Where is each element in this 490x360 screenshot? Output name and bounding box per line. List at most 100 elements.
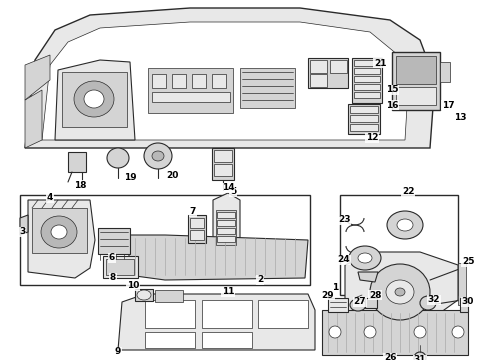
Text: 27: 27 — [354, 297, 367, 306]
Bar — [103, 256, 138, 278]
Bar — [214, 150, 232, 162]
Bar — [212, 74, 226, 88]
Bar — [190, 218, 204, 228]
Bar — [135, 289, 153, 301]
Bar — [106, 259, 134, 275]
Bar — [440, 62, 450, 82]
Ellipse shape — [364, 326, 376, 338]
Bar — [354, 84, 380, 90]
Ellipse shape — [51, 225, 67, 239]
Ellipse shape — [144, 143, 172, 169]
Text: 18: 18 — [74, 180, 86, 189]
Ellipse shape — [414, 326, 426, 338]
Bar — [310, 74, 327, 87]
Bar — [458, 263, 466, 305]
Text: 6: 6 — [109, 253, 115, 262]
Polygon shape — [345, 252, 458, 328]
Bar — [68, 152, 86, 172]
Polygon shape — [55, 60, 135, 140]
Text: 17: 17 — [441, 100, 454, 109]
Text: 31: 31 — [414, 356, 426, 360]
Polygon shape — [322, 310, 468, 355]
Bar — [145, 300, 195, 328]
Text: 19: 19 — [123, 174, 136, 183]
Text: 16: 16 — [386, 100, 398, 109]
Bar — [145, 332, 195, 348]
Bar — [396, 87, 436, 105]
Bar — [214, 164, 232, 176]
Ellipse shape — [395, 288, 405, 296]
Ellipse shape — [350, 299, 366, 311]
Bar — [217, 212, 235, 218]
Text: 32: 32 — [428, 296, 440, 305]
Ellipse shape — [452, 326, 464, 338]
Bar — [396, 56, 436, 84]
Text: 4: 4 — [47, 194, 53, 202]
Polygon shape — [25, 90, 42, 148]
Text: 23: 23 — [338, 216, 350, 225]
Ellipse shape — [420, 296, 436, 310]
Text: 7: 7 — [190, 207, 196, 216]
Bar — [354, 68, 380, 74]
Text: 20: 20 — [166, 171, 178, 180]
Bar — [258, 300, 308, 328]
Bar — [352, 58, 382, 103]
Bar — [217, 220, 235, 226]
Polygon shape — [25, 55, 50, 100]
Ellipse shape — [107, 148, 129, 168]
Bar — [190, 230, 204, 240]
Text: 8: 8 — [110, 274, 116, 283]
Bar — [216, 210, 236, 245]
Bar — [188, 215, 206, 243]
Text: 15: 15 — [386, 85, 398, 94]
Text: 1: 1 — [332, 283, 338, 292]
Bar — [217, 228, 235, 234]
Bar — [217, 236, 235, 242]
Bar — [340, 195, 458, 295]
Bar — [354, 92, 380, 98]
Bar — [62, 72, 127, 127]
Polygon shape — [358, 272, 378, 282]
Ellipse shape — [358, 253, 372, 263]
Ellipse shape — [349, 246, 381, 270]
Bar — [392, 52, 440, 110]
Polygon shape — [28, 200, 95, 278]
Text: 3: 3 — [19, 228, 25, 237]
Ellipse shape — [137, 290, 151, 300]
Bar — [308, 58, 348, 88]
Ellipse shape — [397, 219, 413, 231]
Bar — [172, 74, 186, 88]
Bar — [212, 148, 234, 180]
Polygon shape — [213, 193, 240, 275]
Bar — [460, 298, 468, 312]
Text: 29: 29 — [322, 291, 334, 300]
Text: 24: 24 — [338, 256, 350, 265]
Bar — [148, 68, 233, 113]
Ellipse shape — [414, 352, 426, 360]
Bar — [20, 195, 310, 285]
Bar — [310, 60, 327, 73]
Bar — [350, 106, 378, 113]
Text: 30: 30 — [462, 297, 474, 306]
Bar — [350, 124, 378, 131]
Ellipse shape — [370, 264, 430, 320]
Ellipse shape — [329, 326, 341, 338]
Bar — [365, 298, 377, 308]
Bar — [152, 92, 230, 102]
Bar — [202, 300, 252, 328]
Polygon shape — [118, 294, 315, 350]
Text: 28: 28 — [369, 291, 381, 300]
Bar — [155, 290, 183, 302]
Text: 21: 21 — [374, 58, 386, 68]
Bar — [354, 76, 380, 82]
Ellipse shape — [41, 216, 77, 248]
Bar — [350, 115, 378, 122]
Bar — [354, 60, 380, 66]
Text: 12: 12 — [366, 134, 378, 143]
Text: 13: 13 — [454, 113, 466, 122]
Ellipse shape — [387, 211, 423, 239]
Bar — [192, 74, 206, 88]
Bar — [348, 104, 380, 134]
Text: 11: 11 — [222, 288, 234, 297]
Bar — [330, 60, 347, 73]
